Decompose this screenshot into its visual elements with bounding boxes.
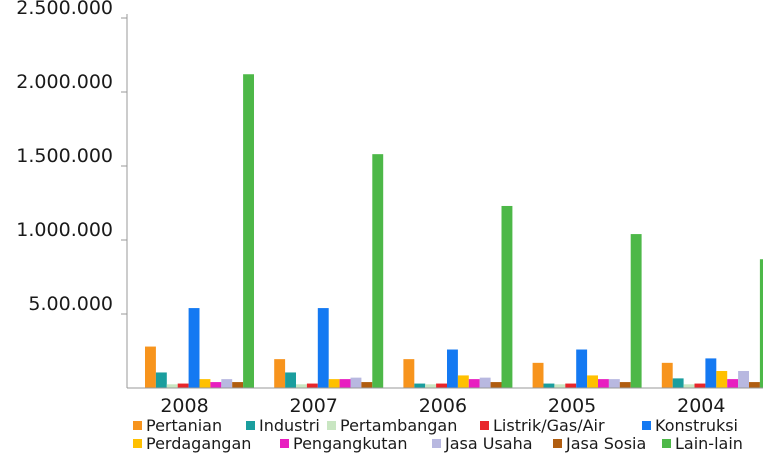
legend-swatch-jasa-usaha <box>432 439 441 448</box>
bar-konstruksi-2006 <box>447 349 458 388</box>
legend-label-listrik-gas-air: Listrik/Gas/Air <box>493 416 605 435</box>
legend-label-konstruksi: Konstruksi <box>655 416 738 435</box>
bar-pengangkutan-2006 <box>468 379 480 388</box>
bar-konstruksi-2008 <box>188 308 200 388</box>
bar-pertanian-2005 <box>532 362 544 388</box>
legend-label-lain-lain: Lain-lain <box>675 434 743 453</box>
bar-jasa-usaha-2008 <box>221 379 233 388</box>
bar-listrik-gas-air-2004 <box>694 383 706 388</box>
legend-label-pertambangan: Pertambangan <box>340 416 457 435</box>
bar-perdagangan-2006 <box>457 375 469 388</box>
bar-jasa-sosia-2006 <box>490 382 502 388</box>
bar-listrik-gas-air-2007 <box>306 383 318 388</box>
bar-industri-2007 <box>285 372 296 388</box>
legend-swatch-industri <box>246 421 255 430</box>
legend: Pertanian Industri Pertambangan Listrik/Gas… <box>133 416 743 453</box>
legend-label-pertanian: Pertanian <box>146 416 222 435</box>
x-tick-label: 2004 <box>677 395 725 417</box>
bar-industri-2005 <box>543 383 555 388</box>
bar-pertanian-2007 <box>274 359 286 388</box>
bar-pertanian-2004 <box>661 362 673 388</box>
bar-perdagangan-2008 <box>199 379 211 388</box>
x-axis: 2008 2007 2006 2005 2004 <box>127 387 763 417</box>
plot-area <box>145 74 763 389</box>
bar-konstruksi-2005 <box>576 349 588 388</box>
bar-pertambangan-2005 <box>554 384 566 388</box>
bar-listrik-gas-air-2005 <box>565 383 577 388</box>
legend-swatch-pertanian <box>133 421 142 430</box>
bar-konstruksi-2004 <box>705 358 717 388</box>
x-tick-label: 2007 <box>290 395 338 417</box>
y-axis: 5.00.000 1.000.000 1.500.000 2.000.000 2.500… <box>16 0 128 388</box>
bar-industri-2008 <box>155 372 167 388</box>
legend-swatch-lain-lain <box>662 439 671 448</box>
bar-konstruksi-2007 <box>317 308 329 388</box>
legend-swatch-pengangkutan <box>280 439 289 448</box>
bar-jasa-sosia-2004 <box>749 382 760 388</box>
bar-lain-lain-2007 <box>372 154 384 388</box>
legend-swatch-konstruksi <box>642 421 651 430</box>
bar-listrik-gas-air-2008 <box>177 383 189 388</box>
legend-swatch-jasa-sosia <box>553 439 562 448</box>
bar-jasa-sosia-2005 <box>619 382 631 388</box>
bar-perdagangan-2004 <box>716 370 728 388</box>
legend-label-perdagangan: Perdagangan <box>146 434 251 453</box>
bar-lain-lain-2008 <box>243 74 254 389</box>
bar-pengangkutan-2007 <box>339 379 351 388</box>
bar-pertanian-2008 <box>145 346 156 388</box>
legend-swatch-pertambangan <box>327 421 336 430</box>
bar-pertambangan-2006 <box>425 384 437 388</box>
x-tick-label: 2005 <box>548 395 596 417</box>
bar-pengangkutan-2008 <box>210 382 222 388</box>
y-tick-label: 2.000.000 <box>16 71 113 93</box>
y-tick-label: 5.00.000 <box>28 293 113 315</box>
y-tick-label: 1.500.000 <box>16 145 113 167</box>
bar-pertambangan-2008 <box>166 384 178 388</box>
bar-perdagangan-2007 <box>328 379 340 388</box>
x-tick-label: 2008 <box>160 395 208 417</box>
bar-lain-lain-2005 <box>630 234 642 388</box>
bar-jasa-usaha-2007 <box>350 377 362 388</box>
legend-label-industri: Industri <box>259 416 320 435</box>
bar-pengangkutan-2004 <box>727 379 739 388</box>
legend-swatch-perdagangan <box>133 439 142 448</box>
bar-lain-lain-2006 <box>501 205 513 388</box>
bar-listrik-gas-air-2006 <box>436 383 447 388</box>
legend-label-pengangkutan: Pengangkutan <box>293 434 407 453</box>
bar-lain-lain-2004 <box>759 259 763 388</box>
bar-jasa-sosia-2007 <box>361 382 373 388</box>
bar-jasa-sosia-2008 <box>232 382 244 388</box>
bar-perdagangan-2005 <box>587 375 598 388</box>
legend-label-jasa-sosia: Jasa Sosia <box>565 434 646 453</box>
y-tick-label: 2.500.000 <box>16 0 113 19</box>
legend-label-jasa-usaha: Jasa Usaha <box>444 434 533 453</box>
bar-pertambangan-2004 <box>683 384 695 388</box>
bar-pertanian-2006 <box>403 359 415 388</box>
x-tick-label: 2006 <box>419 395 467 417</box>
bar-jasa-usaha-2005 <box>608 379 620 388</box>
bar-pengangkutan-2005 <box>598 379 609 388</box>
bar-industri-2006 <box>414 383 426 388</box>
bar-jasa-usaha-2004 <box>738 370 749 388</box>
legend-swatch-listrik-gas-air <box>480 421 489 430</box>
y-tick-label: 1.000.000 <box>16 219 113 241</box>
bar-jasa-usaha-2006 <box>479 377 491 388</box>
bar-pertambangan-2007 <box>296 384 307 388</box>
bar-industri-2004 <box>672 378 684 388</box>
